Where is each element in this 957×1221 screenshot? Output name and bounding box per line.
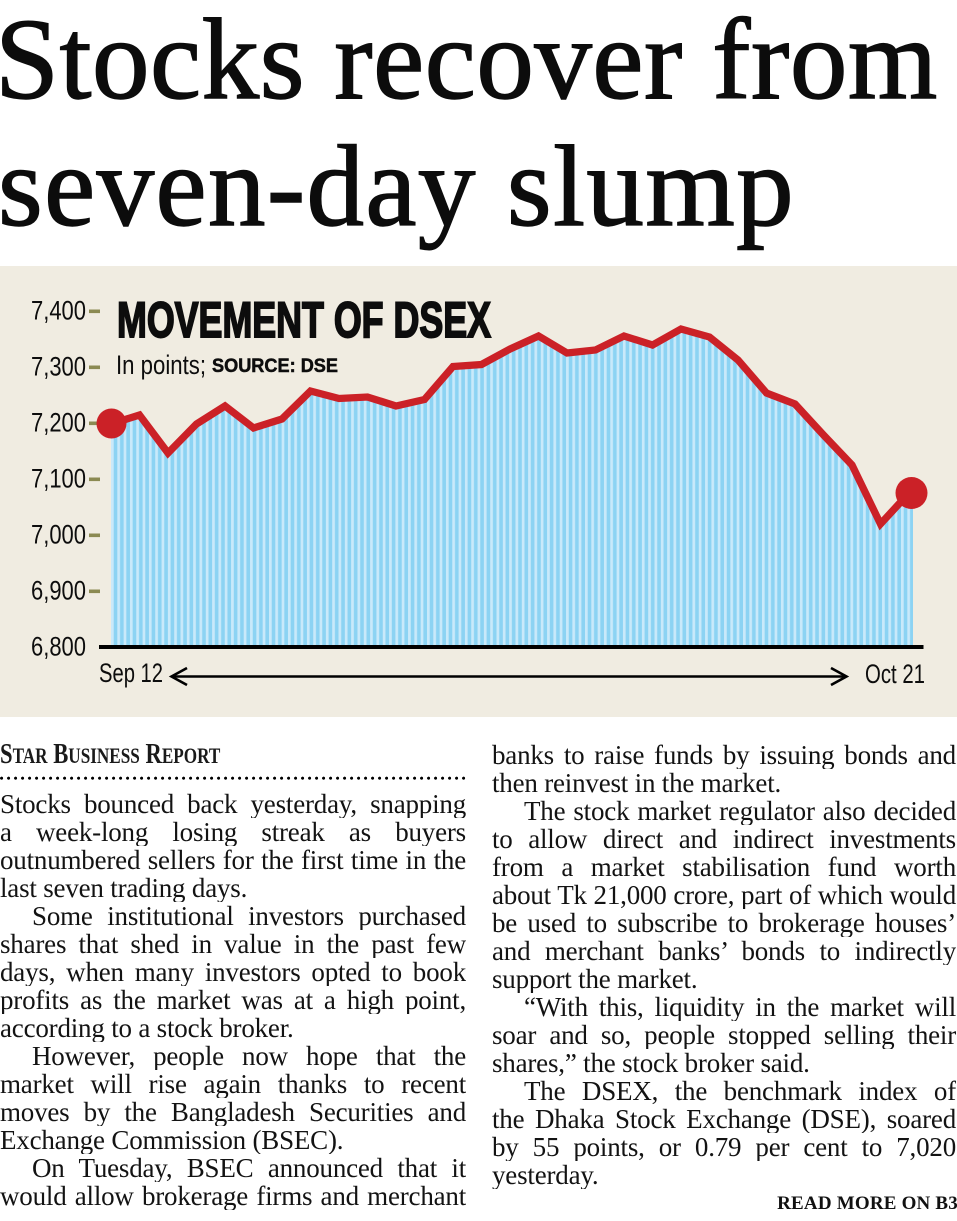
svg-text:Oct 21: Oct 21 (865, 659, 925, 689)
svg-text:6,800: 6,800 (31, 632, 86, 662)
svg-text:In points;: In points; (116, 350, 206, 380)
svg-text:SOURCE: DSE: SOURCE: DSE (212, 356, 338, 377)
svg-text:7,000: 7,000 (31, 520, 86, 550)
svg-text:7,300: 7,300 (31, 352, 86, 382)
svg-text:Sep 12: Sep 12 (99, 658, 163, 688)
svg-text:7,200: 7,200 (31, 408, 86, 438)
svg-text:6,900: 6,900 (31, 576, 86, 606)
svg-text:MOVEMENT OF DSEX: MOVEMENT OF DSEX (117, 292, 491, 348)
svg-text:7,400: 7,400 (31, 296, 86, 326)
svg-text:7,100: 7,100 (31, 464, 86, 494)
